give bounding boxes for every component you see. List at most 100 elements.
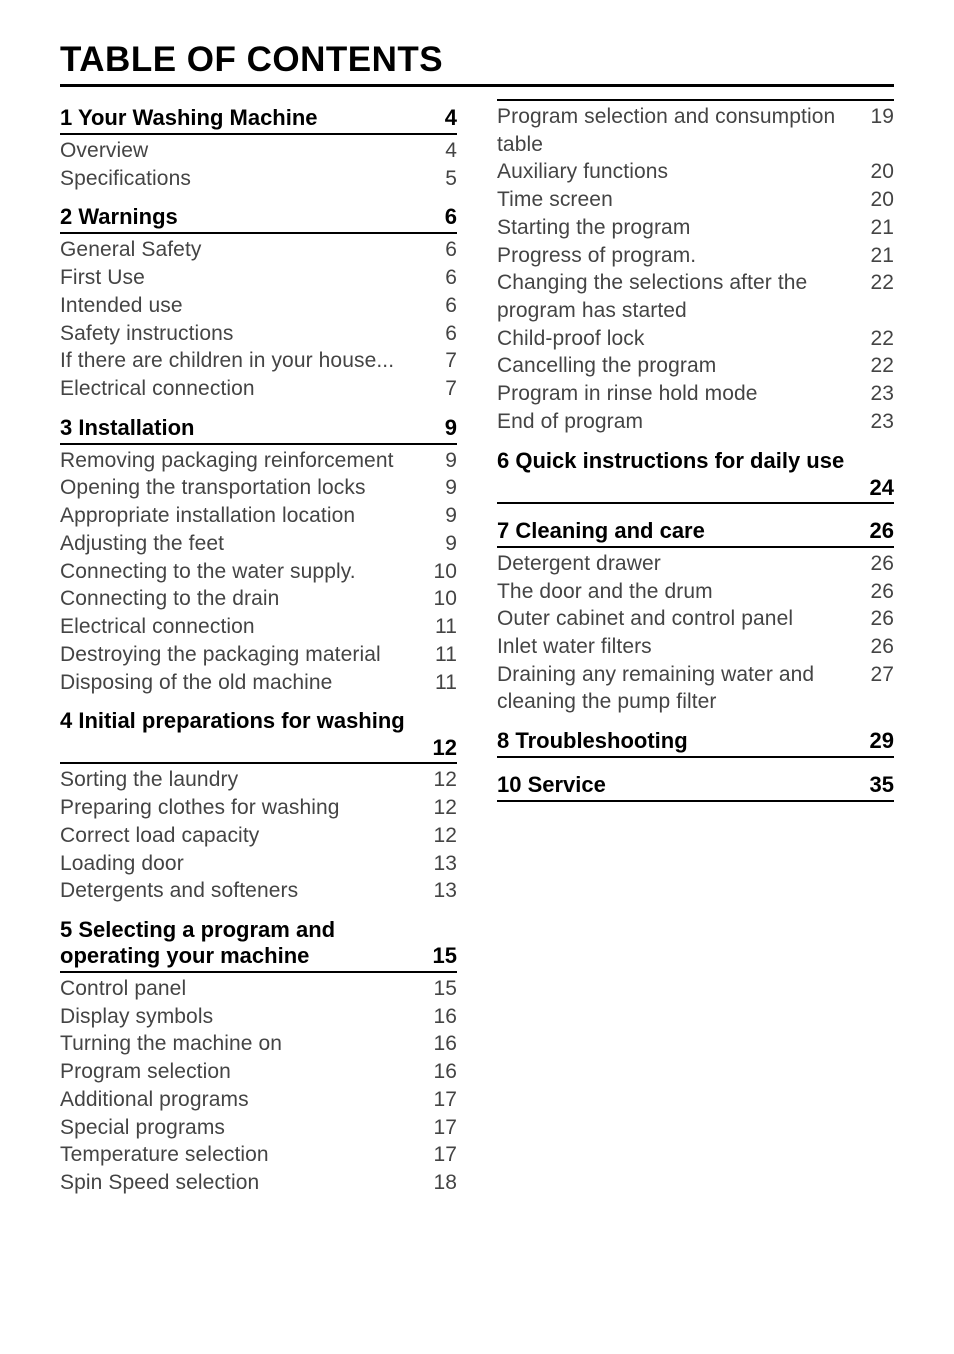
toc-item: Spin Speed selection18	[60, 1169, 457, 1197]
toc-item-label: Intended use	[60, 292, 445, 320]
toc-item: Connecting to the water supply.10	[60, 558, 457, 586]
toc-item-label: Safety instructions	[60, 320, 445, 348]
toc-item-page: 9	[445, 502, 457, 530]
toc-item-page: 22	[870, 352, 894, 380]
toc-item-label: Auxiliary functions	[497, 158, 870, 186]
toc-item-page: 23	[870, 380, 894, 408]
toc-item-page: 7	[445, 347, 457, 375]
toc-item-label: General Safety	[60, 236, 445, 264]
toc-item: Turning the machine on16	[60, 1030, 457, 1058]
toc-item-label: First Use	[60, 264, 445, 292]
toc-item-page: 11	[435, 669, 457, 697]
toc-item: Appropriate installation location9	[60, 502, 457, 530]
toc-item-page: 13	[433, 850, 457, 878]
toc-item-page: 6	[445, 292, 457, 320]
toc-item-label: End of program	[497, 408, 870, 436]
toc-item-page: 6	[445, 320, 457, 348]
toc-section-title: 2 Warnings	[60, 204, 445, 230]
toc-item-label: Preparing clothes for washing	[60, 794, 433, 822]
toc-item: Safety instructions6	[60, 320, 457, 348]
toc-section-page-below: 12	[60, 736, 457, 764]
toc-item: Intended use6	[60, 292, 457, 320]
toc-item-page: 19	[870, 103, 894, 158]
toc-item-page: 4	[445, 137, 457, 165]
toc-item: Auxiliary functions20	[497, 158, 894, 186]
toc-item-label: Opening the transportation locks	[60, 474, 445, 502]
toc-item-label: The door and the drum	[497, 578, 870, 606]
toc-item: Preparing clothes for washing12	[60, 794, 457, 822]
toc-item-page: 12	[433, 766, 457, 794]
toc-item-label: Special programs	[60, 1114, 433, 1142]
toc-section-title: 8 Troubleshooting	[497, 728, 870, 754]
toc-item: Temperature selection17	[60, 1141, 457, 1169]
toc-section-title: 4 Initial preparations for washing	[60, 708, 457, 734]
toc-item-page: 20	[870, 158, 894, 186]
toc-item-page: 26	[870, 633, 894, 661]
toc-item-label: Electrical connection	[60, 613, 435, 641]
toc-item-label: Disposing of the old machine	[60, 669, 435, 697]
toc-item-page: 18	[433, 1169, 457, 1197]
toc-section-heading: 7 Cleaning and care26	[497, 518, 894, 548]
toc-item-label: Loading door	[60, 850, 433, 878]
toc-item: Additional programs17	[60, 1086, 457, 1114]
toc-item-page: 21	[870, 242, 894, 270]
toc-section-title: 1 Your Washing Machine	[60, 105, 445, 131]
toc-item: Program selection16	[60, 1058, 457, 1086]
toc-item: Time screen20	[497, 186, 894, 214]
toc-item: Display symbols16	[60, 1003, 457, 1031]
toc-section-heading: 10 Service35	[497, 772, 894, 802]
toc-section-title: 3 Installation	[60, 415, 445, 441]
toc-item-label: Specifications	[60, 165, 445, 193]
toc-item-label: Turning the machine on	[60, 1030, 433, 1058]
toc-item: General Safety6	[60, 236, 457, 264]
toc-item: Electrical connection11	[60, 613, 457, 641]
toc-item-page: 16	[433, 1058, 457, 1086]
toc-item-label: Overview	[60, 137, 445, 165]
toc-item: Detergent drawer26	[497, 550, 894, 578]
toc-item-page: 11	[435, 613, 457, 641]
page-title: TABLE OF CONTENTS	[60, 40, 894, 87]
toc-item: Changing the selections after the progra…	[497, 269, 894, 324]
toc-item-label: Outer cabinet and control panel	[497, 605, 870, 633]
toc-item: Program in rinse hold mode23	[497, 380, 894, 408]
toc-item-label: Program selection and consumption table	[497, 103, 870, 158]
toc-item: Starting the program21	[497, 214, 894, 242]
toc-item-label: Changing the selections after the progra…	[497, 269, 870, 324]
toc-item-label: Program in rinse hold mode	[497, 380, 870, 408]
toc-page: TABLE OF CONTENTS 1 Your Washing Machine…	[0, 0, 954, 1354]
toc-item-page: 9	[445, 447, 457, 475]
toc-item-page: 22	[870, 269, 894, 324]
toc-item-label: Removing packaging reinforcement	[60, 447, 445, 475]
right-column: Program selection and consumption table1…	[497, 93, 894, 1197]
toc-item-page: 13	[433, 877, 457, 905]
toc-continuation: Program selection and consumption table1…	[497, 99, 894, 436]
toc-item-page: 6	[445, 236, 457, 264]
toc-item-label: Temperature selection	[60, 1141, 433, 1169]
toc-section-page-below: 24	[497, 476, 894, 504]
toc-item: End of program23	[497, 408, 894, 436]
toc-section-page: 29	[870, 728, 894, 754]
toc-item-label: Time screen	[497, 186, 870, 214]
toc-item-page: 10	[433, 585, 457, 613]
toc-item-label: Sorting the laundry	[60, 766, 433, 794]
toc-item: Sorting the laundry12	[60, 766, 457, 794]
toc-item: Control panel15	[60, 975, 457, 1003]
toc-item-label: Correct load capacity	[60, 822, 433, 850]
toc-item-page: 27	[870, 661, 894, 716]
toc-item-page: 16	[433, 1030, 457, 1058]
toc-item: Program selection and consumption table1…	[497, 103, 894, 158]
toc-item: Special programs17	[60, 1114, 457, 1142]
toc-item-label: If there are children in your house...	[60, 347, 445, 375]
toc-item: Connecting to the drain10	[60, 585, 457, 613]
toc-section-page: 4	[445, 105, 457, 131]
toc-item-label: Connecting to the water supply.	[60, 558, 433, 586]
toc-item-label: Connecting to the drain	[60, 585, 433, 613]
toc-item: Loading door13	[60, 850, 457, 878]
toc-item: Specifications5	[60, 165, 457, 193]
toc-item: Outer cabinet and control panel26	[497, 605, 894, 633]
toc-item-page: 9	[445, 474, 457, 502]
toc-item: Removing packaging reinforcement9	[60, 447, 457, 475]
toc-item-page: 20	[870, 186, 894, 214]
toc-item-page: 16	[433, 1003, 457, 1031]
toc-item: Correct load capacity12	[60, 822, 457, 850]
